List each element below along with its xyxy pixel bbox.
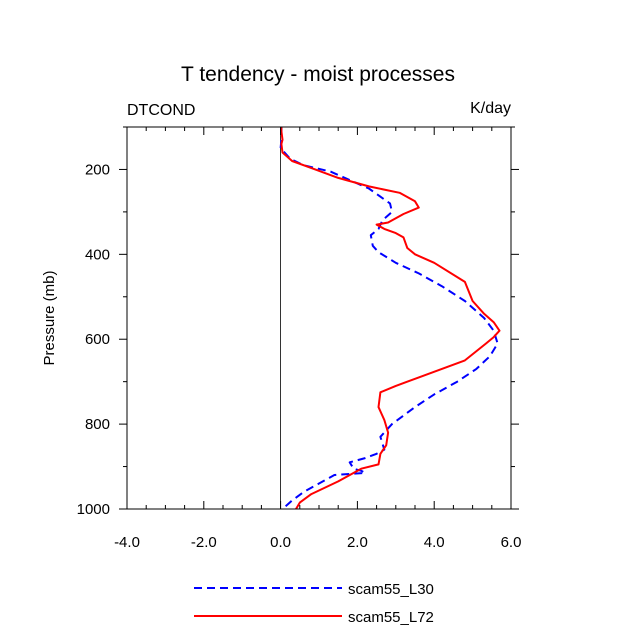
series-line-scam55-l30: [279, 127, 499, 510]
y-axis-label: Pressure (mb): [41, 270, 58, 365]
y-tick-label: 1000: [77, 501, 110, 518]
y-tick-label: 400: [85, 246, 110, 263]
x-tick-label: -4.0: [114, 534, 140, 551]
x-tick-label: -2.0: [191, 534, 217, 551]
corner-label-right: K/day: [470, 100, 511, 117]
legend: scam55_L30 scam55_L72: [194, 581, 434, 626]
y-tick-label: 800: [85, 416, 110, 433]
series-line-scam55-l72: [280, 127, 501, 510]
plot-frame: [126, 126, 512, 510]
x-tick-label: 2.0: [347, 534, 368, 551]
x-tick-label: 6.0: [501, 534, 522, 551]
x-tick-label: 4.0: [424, 534, 445, 551]
legend-label-scam55-l30: scam55_L30: [348, 581, 434, 598]
series-layer: [279, 127, 501, 510]
corner-label-left: DTCOND: [127, 102, 195, 119]
legend-label-scam55-l72: scam55_L72: [348, 609, 434, 626]
tick-label-layer: -4.0 -2.0 0.0 2.0 4.0 6.0 200 400 600 800 1000: [77, 161, 522, 551]
chart-title: T tendency - moist processes: [181, 63, 455, 86]
x-tick-label: 0.0: [270, 534, 291, 551]
y-tick-label: 200: [85, 161, 110, 178]
y-tick-label: 600: [85, 331, 110, 348]
tick-layer: [119, 126, 519, 510]
